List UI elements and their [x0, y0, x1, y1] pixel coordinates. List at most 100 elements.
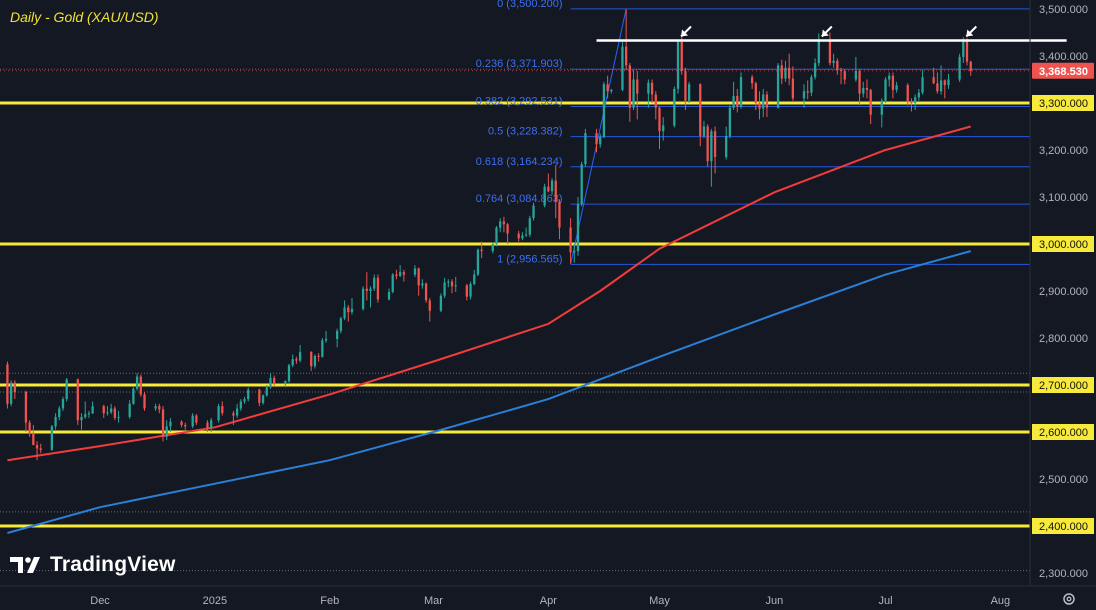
candle	[284, 380, 287, 388]
candle	[528, 215, 531, 237]
candle-body	[376, 277, 380, 300]
candle-body	[858, 71, 861, 94]
candle-body	[965, 40, 969, 62]
candle-body	[543, 186, 546, 206]
candle	[884, 77, 887, 103]
chart-settings-button[interactable]	[1062, 592, 1076, 609]
candle	[658, 106, 661, 150]
candle-body	[506, 224, 509, 234]
candle	[110, 403, 113, 415]
fib-level-label: 0.236 (3,371.903)	[476, 58, 563, 70]
candle	[450, 279, 454, 294]
candle	[673, 86, 676, 128]
candle	[843, 69, 846, 85]
candle	[443, 277, 446, 299]
candle	[321, 338, 324, 358]
last-price-tag-box	[1032, 62, 1094, 79]
level-price-tag	[1032, 377, 1094, 393]
tradingview-logo[interactable]: TradingView	[10, 552, 176, 578]
fib-level-label: 0.618 (3,164.234)	[476, 156, 563, 168]
candle	[421, 279, 424, 289]
candle	[106, 406, 109, 416]
candle-body	[580, 164, 583, 205]
last-price-tag-label: 3,368.530	[1039, 66, 1088, 78]
candle-body	[832, 60, 835, 64]
candle	[310, 351, 313, 371]
candle-body	[706, 126, 709, 162]
candle	[447, 279, 450, 288]
candle-body	[550, 180, 554, 192]
candle-body	[813, 63, 817, 78]
candle	[888, 72, 891, 87]
candle-body	[313, 355, 317, 367]
candle	[788, 53, 791, 86]
candle	[965, 38, 969, 66]
candle-body	[298, 352, 302, 361]
last-price-tag: 3,368.530	[0, 62, 1094, 79]
candle	[662, 117, 665, 141]
price-tick-label: 2,500.000	[1039, 474, 1088, 486]
candle-body	[395, 274, 398, 276]
candle	[780, 59, 783, 85]
candle-body	[61, 399, 65, 409]
candle	[610, 88, 613, 94]
candle	[684, 67, 687, 111]
candle-body	[802, 91, 806, 99]
candle	[524, 227, 528, 237]
candle-body	[180, 421, 183, 425]
candle-body	[765, 94, 769, 108]
price-tick-label: 3,500.000	[1039, 4, 1088, 16]
candle	[143, 392, 146, 411]
candle	[235, 403, 239, 418]
time-tick-label: Dec	[90, 595, 110, 607]
candle-body	[417, 268, 420, 286]
candle	[247, 387, 250, 402]
candle	[521, 232, 524, 241]
candle	[732, 81, 735, 111]
candle	[595, 128, 598, 153]
candle	[139, 374, 142, 397]
candle-body	[791, 78, 795, 99]
candle-body	[321, 340, 324, 357]
candle	[258, 388, 261, 407]
candle-body	[921, 77, 924, 93]
candle	[784, 60, 787, 82]
candle	[298, 345, 302, 363]
candle-body	[6, 364, 9, 404]
candle	[6, 361, 9, 409]
candle-body	[491, 244, 494, 252]
candle	[417, 267, 420, 296]
candle-body	[310, 352, 313, 367]
candle	[424, 282, 428, 303]
candle-body	[317, 355, 320, 357]
candle	[854, 56, 858, 82]
candle-body	[839, 70, 843, 72]
time-tick-label: Aug	[991, 595, 1011, 607]
candle-body	[573, 251, 576, 253]
candle-body	[524, 234, 528, 236]
candle-body	[465, 285, 468, 297]
candle	[439, 293, 443, 313]
candle-body	[754, 83, 757, 103]
candle	[221, 401, 224, 416]
resistance-arrow-icon	[680, 25, 692, 38]
fib-level-label: 0.5 (3,228.382)	[488, 126, 563, 138]
candle	[813, 58, 817, 80]
candle-body	[106, 412, 109, 414]
candle	[502, 216, 506, 233]
candle-body	[625, 46, 628, 66]
price-tick-label: 3,400.000	[1039, 51, 1088, 63]
candle	[802, 84, 806, 108]
candle	[158, 403, 161, 414]
candle	[632, 70, 635, 111]
candle	[39, 443, 42, 454]
candle-body	[702, 126, 706, 136]
moving-average-200	[7, 250, 971, 534]
candle	[476, 248, 480, 276]
candle	[817, 33, 820, 67]
candle-body	[780, 65, 783, 79]
price-tick-label: 3,100.000	[1039, 192, 1088, 204]
level-price-tag-label: 2,700.000	[1039, 380, 1088, 392]
candle	[506, 222, 509, 244]
